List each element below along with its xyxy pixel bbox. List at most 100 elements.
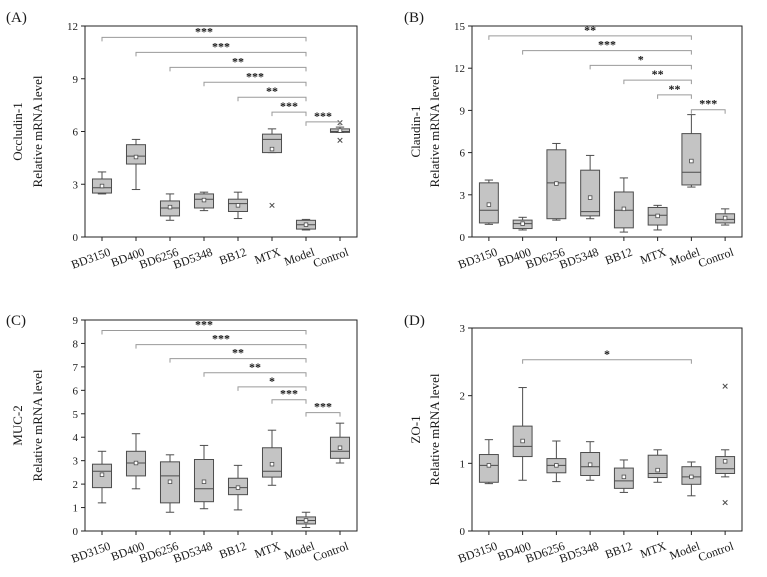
y-tick-label: 1 [73, 503, 79, 515]
box-Model [681, 114, 702, 188]
mean-marker [269, 461, 275, 467]
significance-label: *** [699, 97, 717, 111]
category-label: BD3150 [69, 539, 112, 566]
y-tick-label: 6 [73, 127, 79, 139]
chart-panel: (C) MUC-2 Relative mRNA level 0 1 2 3 4 5 6 7 8 9 BD3… [6, 313, 358, 566]
box-BD400 [512, 387, 533, 481]
category-label: BB12 [217, 245, 248, 268]
mean-marker [554, 463, 559, 468]
y-tick-label: 4 [73, 432, 79, 444]
significance-bracket: ** [203, 360, 307, 377]
significance-label: * [269, 374, 275, 388]
y-axis-label: Occludin-1 [10, 102, 25, 160]
significance-bracket: * [237, 374, 307, 391]
significance-label: ** [652, 67, 664, 81]
box-BD6256 [159, 193, 181, 221]
significance-bracket: * [589, 52, 692, 70]
mean-marker [520, 438, 525, 444]
category-label: MTX [252, 245, 282, 267]
mean-marker [303, 222, 309, 227]
y-axis-label: Relative mRNA level [427, 75, 442, 187]
significance-label: *** [598, 38, 616, 52]
y-tick-label: 6 [460, 148, 466, 160]
mean-marker [655, 213, 660, 219]
outlier-marker [722, 499, 728, 506]
box-MTX [261, 128, 283, 209]
category-label: BB12 [603, 539, 634, 562]
box-BD3150 [91, 450, 113, 504]
significance-label: *** [212, 39, 230, 53]
mean-marker [133, 460, 139, 466]
box-BD5348 [580, 441, 601, 481]
mean-marker [486, 202, 492, 207]
significance-label: *** [195, 24, 213, 38]
mean-marker [337, 445, 343, 450]
iqr-box [580, 169, 601, 217]
mean-marker [269, 146, 275, 152]
box-BB12 [227, 464, 249, 511]
significance-label: ** [232, 54, 244, 68]
category-label: MTX [252, 539, 282, 561]
category-label: BD5348 [557, 245, 600, 272]
plot-frame [471, 25, 743, 238]
mean-marker [621, 206, 627, 212]
significance-bracket: ** [657, 82, 692, 99]
mean-marker [486, 463, 492, 468]
box-BD400 [512, 216, 533, 231]
y-tick-label: 9 [460, 105, 466, 117]
significance-label: ** [232, 346, 244, 360]
y-axis-label: Relative mRNA level [30, 75, 45, 187]
y-tick-label: 0 [73, 232, 79, 244]
chart-panel: (B) Claudin-1 Relative mRNA level 0 3 6 9 12 15 B… [404, 10, 743, 272]
box-BD5348 [580, 154, 601, 220]
mean-marker [689, 158, 694, 164]
mean-marker [167, 204, 173, 210]
mean-marker [655, 467, 660, 473]
mean-marker [303, 518, 309, 523]
box-MTX [647, 204, 668, 231]
iqr-box [261, 133, 283, 154]
box-Control [715, 208, 736, 226]
box-BD5348 [193, 191, 215, 212]
category-label: BD3150 [69, 245, 112, 272]
mean-marker [689, 474, 694, 480]
panel-label: (D) [404, 313, 425, 329]
box-Model [681, 461, 702, 497]
panel-label: (B) [404, 10, 424, 26]
mean-marker [133, 154, 139, 160]
y-tick-label: 2 [460, 391, 466, 403]
significance-bracket: * [522, 347, 692, 364]
significance-label: *** [314, 109, 332, 123]
significance-label: *** [280, 387, 298, 401]
category-label: BD3150 [456, 245, 499, 272]
y-tick-label: 5 [73, 409, 79, 421]
y-tick-label: 1 [460, 458, 466, 470]
significance-label: *** [195, 318, 213, 332]
y-tick-label: 2 [73, 479, 79, 491]
y-tick-label: 6 [73, 385, 79, 397]
significance-label: * [604, 347, 610, 361]
mean-marker [201, 197, 207, 203]
significance-bracket: *** [271, 99, 307, 117]
mean-marker [99, 472, 105, 477]
y-tick-label: 9 [73, 315, 79, 327]
plot-frame [84, 25, 358, 238]
outlier-marker [337, 137, 343, 143]
panel-label: (A) [6, 10, 27, 26]
mean-marker [99, 183, 105, 189]
box-BD3150 [478, 179, 499, 225]
box-Model [295, 218, 317, 231]
y-tick-label: 9 [73, 74, 79, 86]
y-tick-label: 8 [73, 338, 79, 350]
mean-marker [587, 195, 593, 200]
box-BB12 [227, 191, 249, 220]
category-label: MTX [638, 539, 668, 561]
significance-bracket: ** [237, 84, 307, 102]
y-axis-label: MUC-2 [10, 405, 25, 445]
y-tick-label: 15 [454, 21, 466, 33]
significance-bracket: *** [522, 38, 692, 55]
y-axis-label: Relative mRNA level [427, 373, 442, 485]
significance-bracket: *** [135, 332, 307, 349]
category-label: BD5348 [171, 245, 214, 272]
category-label: BD5348 [557, 539, 600, 566]
